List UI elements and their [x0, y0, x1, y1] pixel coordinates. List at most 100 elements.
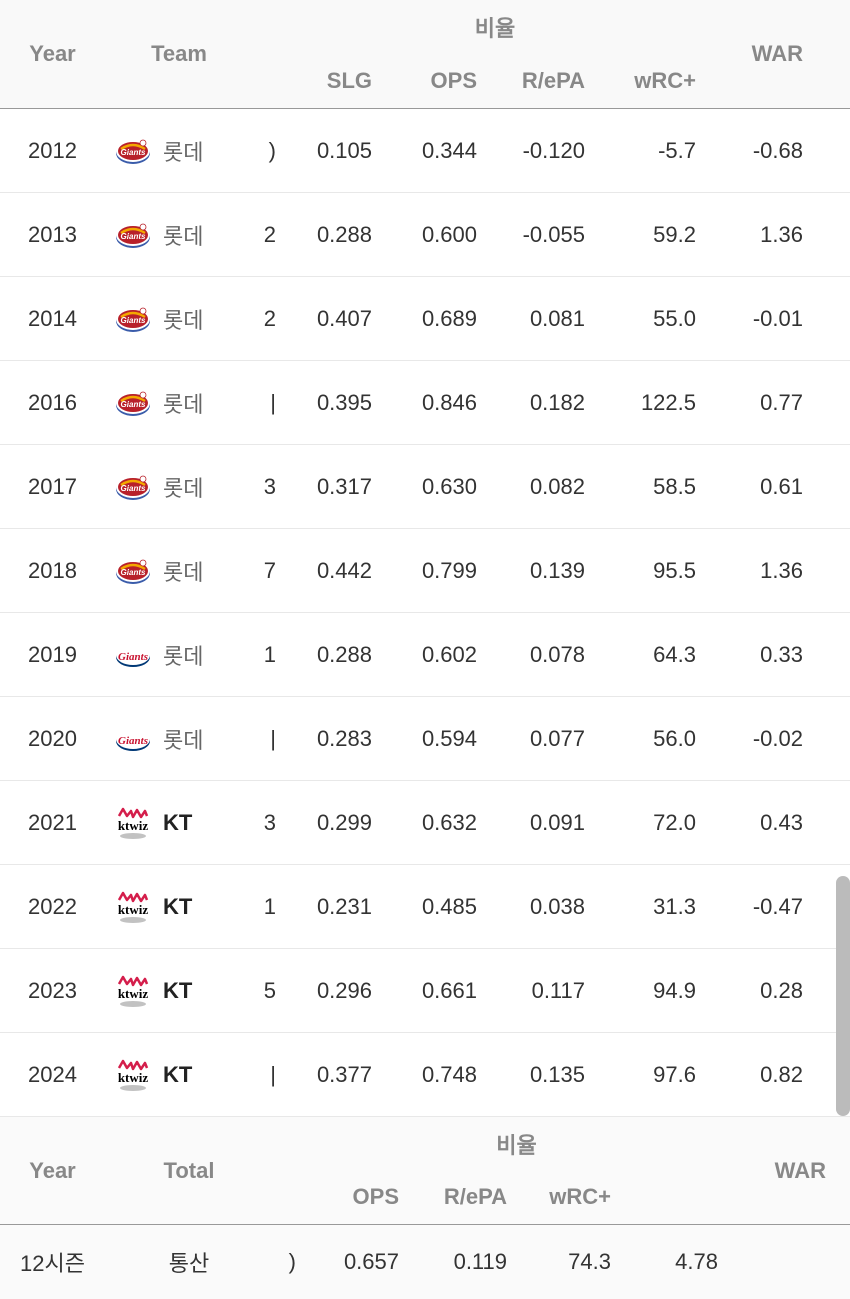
cell-slg: 0.442 [278, 558, 384, 584]
summary-seasons: 12시즌 [0, 1246, 105, 1278]
table-row[interactable]: 2020 Giants 롯데 | 0.283 0.594 0.077 56.0 … [0, 697, 850, 781]
summary-header-repa[interactable]: R/ePA [411, 1184, 519, 1210]
cell-repa: 0.091 [489, 810, 597, 836]
team-logo-icon: ktwiz [113, 1055, 153, 1095]
table-row[interactable]: 2013 Giants 롯데 2 0.288 0.600 -0.055 59.2… [0, 193, 850, 277]
header-team[interactable]: Team [105, 41, 253, 67]
header-ops[interactable]: OPS [384, 68, 489, 94]
summary-header-ops[interactable]: OPS [298, 1184, 411, 1210]
team-logo-icon: Giants [113, 215, 153, 255]
table-row[interactable]: 2021 ktwiz KT 3 0.299 0.632 0.091 72.0 0… [0, 781, 850, 865]
table-row[interactable]: 2022 ktwiz KT 1 0.231 0.485 0.038 31.3 -… [0, 865, 850, 949]
header-wrc[interactable]: wRC+ [597, 68, 712, 94]
table-row[interactable]: 2019 Giants 롯데 1 0.288 0.602 0.078 64.3 … [0, 613, 850, 697]
header-year[interactable]: Year [0, 41, 105, 67]
cell-team[interactable]: Giants 롯데 [105, 131, 253, 171]
cell-ops: 0.594 [384, 726, 489, 752]
cell-repa: 0.135 [489, 1062, 597, 1088]
cell-war: 0.33 [712, 642, 827, 668]
team-name-label: KT [163, 978, 192, 1004]
cell-team[interactable]: ktwiz KT [105, 971, 253, 1011]
header-repa[interactable]: R/ePA [489, 68, 597, 94]
cell-year: 2017 [0, 474, 105, 500]
cell-partial: | [253, 390, 278, 416]
team-logo-icon: Giants [113, 131, 153, 171]
team-name-label: 롯데 [163, 471, 203, 503]
table-row[interactable]: 2016 Giants 롯데 | 0.395 0.846 0.182 122.5… [0, 361, 850, 445]
cell-wrc: 58.5 [597, 474, 712, 500]
table-row[interactable]: 2024 ktwiz KT | 0.377 0.748 0.135 97.6 0… [0, 1033, 850, 1117]
cell-team[interactable]: ktwiz KT [105, 1055, 253, 1095]
cell-year: 2014 [0, 306, 105, 332]
cell-repa: 0.038 [489, 894, 597, 920]
cell-team[interactable]: Giants 롯데 [105, 299, 253, 339]
cell-ops: 0.846 [384, 390, 489, 416]
team-name-label: 롯데 [163, 555, 203, 587]
cell-ops: 0.602 [384, 642, 489, 668]
summary-header-year[interactable]: Year [0, 1158, 105, 1184]
table-row[interactable]: 2012 Giants 롯데 ) 0.105 0.344 -0.120 -5.7… [0, 109, 850, 193]
cell-year: 2018 [0, 558, 105, 584]
cell-ops: 0.748 [384, 1062, 489, 1088]
summary-wrc: 74.3 [519, 1249, 627, 1275]
cell-war: 1.36 [712, 558, 827, 584]
cell-team[interactable]: ktwiz KT [105, 803, 253, 843]
summary-header-war[interactable]: WAR [735, 1158, 850, 1184]
cell-wrc: 59.2 [597, 222, 712, 248]
cell-slg: 0.407 [278, 306, 384, 332]
cell-team[interactable]: Giants 롯데 [105, 215, 253, 255]
cell-team[interactable]: Giants 롯데 [105, 383, 253, 423]
cell-partial: ) [253, 138, 278, 164]
vertical-scrollbar[interactable] [836, 876, 850, 1116]
cell-slg: 0.288 [278, 642, 384, 668]
header-war[interactable]: WAR [712, 41, 827, 67]
summary-partial: ) [273, 1249, 298, 1275]
cell-team[interactable]: Giants 롯데 [105, 551, 253, 591]
cell-repa: 0.117 [489, 978, 597, 1004]
team-logo-icon: ktwiz [113, 971, 153, 1011]
team-name-label: 롯데 [163, 303, 203, 335]
summary-header-ratio: 비율 [298, 1117, 735, 1171]
team-logo-icon: Giants [113, 467, 153, 507]
cell-slg: 0.395 [278, 390, 384, 416]
summary-row: 12시즌 통산 ) 0.657 0.119 74.3 4.78 [0, 1225, 850, 1299]
table-row[interactable]: 2018 Giants 롯데 7 0.442 0.799 0.139 95.5 … [0, 529, 850, 613]
header-slg[interactable]: SLG [278, 68, 384, 94]
table-row[interactable]: 2023 ktwiz KT 5 0.296 0.661 0.117 94.9 0… [0, 949, 850, 1033]
cell-team[interactable]: Giants 롯데 [105, 635, 253, 675]
cell-repa: 0.082 [489, 474, 597, 500]
cell-team[interactable]: Giants 롯데 [105, 467, 253, 507]
table-row[interactable]: 2014 Giants 롯데 2 0.407 0.689 0.081 55.0 … [0, 277, 850, 361]
summary-header-wrc[interactable]: wRC+ [519, 1184, 627, 1210]
cell-partial: | [253, 726, 278, 752]
cell-ops: 0.485 [384, 894, 489, 920]
cell-wrc: 56.0 [597, 726, 712, 752]
svg-text:Giants: Giants [121, 568, 146, 577]
summary-header-total[interactable]: Total [105, 1158, 273, 1184]
cell-repa: 0.182 [489, 390, 597, 416]
cell-wrc: 97.6 [597, 1062, 712, 1088]
cell-year: 2013 [0, 222, 105, 248]
cell-wrc: 55.0 [597, 306, 712, 332]
cell-partial: 2 [253, 306, 278, 332]
cell-repa: -0.055 [489, 222, 597, 248]
summary-section: Year Total 비율 OPS R/ePA wRC+ WAR 12시즌 통산… [0, 1117, 850, 1299]
team-logo-icon: ktwiz [113, 887, 153, 927]
svg-text:ktwiz: ktwiz [118, 1070, 149, 1085]
cell-partial: 3 [253, 474, 278, 500]
cell-team[interactable]: ktwiz KT [105, 887, 253, 927]
cell-team[interactable]: Giants 롯데 [105, 719, 253, 759]
summary-repa: 0.119 [411, 1249, 519, 1275]
team-name-label: 롯데 [163, 723, 203, 755]
cell-slg: 0.296 [278, 978, 384, 1004]
cell-ops: 0.661 [384, 978, 489, 1004]
cell-partial: 1 [253, 894, 278, 920]
cell-wrc: 95.5 [597, 558, 712, 584]
table-row[interactable]: 2017 Giants 롯데 3 0.317 0.630 0.082 58.5 … [0, 445, 850, 529]
summary-ops: 0.657 [298, 1249, 411, 1275]
team-name-label: KT [163, 810, 192, 836]
cell-ops: 0.344 [384, 138, 489, 164]
summary-total-label: 통산 [105, 1246, 273, 1278]
team-name-label: 롯데 [163, 219, 203, 251]
cell-partial: 1 [253, 642, 278, 668]
